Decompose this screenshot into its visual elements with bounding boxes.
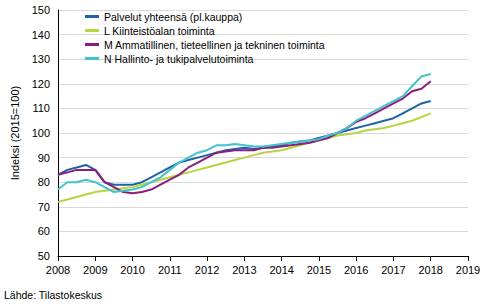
svg-text:150: 150 [32, 4, 50, 16]
svg-text:2008: 2008 [46, 264, 70, 276]
svg-text:2012: 2012 [195, 264, 219, 276]
svg-text:M Ammatillinen, tieteellinen j: M Ammatillinen, tieteellinen ja tekninen… [104, 39, 325, 51]
svg-text:110: 110 [32, 102, 50, 114]
svg-text:120: 120 [32, 78, 50, 90]
svg-text:2010: 2010 [120, 264, 144, 276]
svg-text:2014: 2014 [269, 264, 293, 276]
svg-text:90: 90 [38, 152, 50, 164]
svg-text:2019: 2019 [456, 264, 480, 276]
svg-text:Lähde: Tilastokeskus: Lähde: Tilastokeskus [4, 289, 102, 301]
svg-text:L Kiinteistöalan toiminta: L Kiinteistöalan toiminta [104, 25, 215, 37]
svg-text:100: 100 [32, 127, 50, 139]
svg-text:130: 130 [32, 53, 50, 65]
svg-text:2011: 2011 [158, 264, 182, 276]
svg-text:2017: 2017 [381, 264, 405, 276]
svg-text:140: 140 [32, 29, 50, 41]
svg-text:60: 60 [38, 225, 50, 237]
svg-text:2018: 2018 [418, 264, 442, 276]
svg-text:70: 70 [38, 201, 50, 213]
svg-text:2016: 2016 [344, 264, 368, 276]
svg-text:2013: 2013 [232, 264, 256, 276]
svg-text:Palvelut yhteensä (pl.kauppa): Palvelut yhteensä (pl.kauppa) [104, 11, 242, 23]
svg-text:2009: 2009 [83, 264, 107, 276]
svg-text:Indeksi (2015=100): Indeksi (2015=100) [9, 86, 21, 180]
svg-text:N Hallinto- ja tukipalvelutoim: N Hallinto- ja tukipalvelutoiminta [104, 53, 254, 65]
svg-text:50: 50 [38, 250, 50, 262]
svg-text:2015: 2015 [307, 264, 331, 276]
svg-text:80: 80 [38, 176, 50, 188]
